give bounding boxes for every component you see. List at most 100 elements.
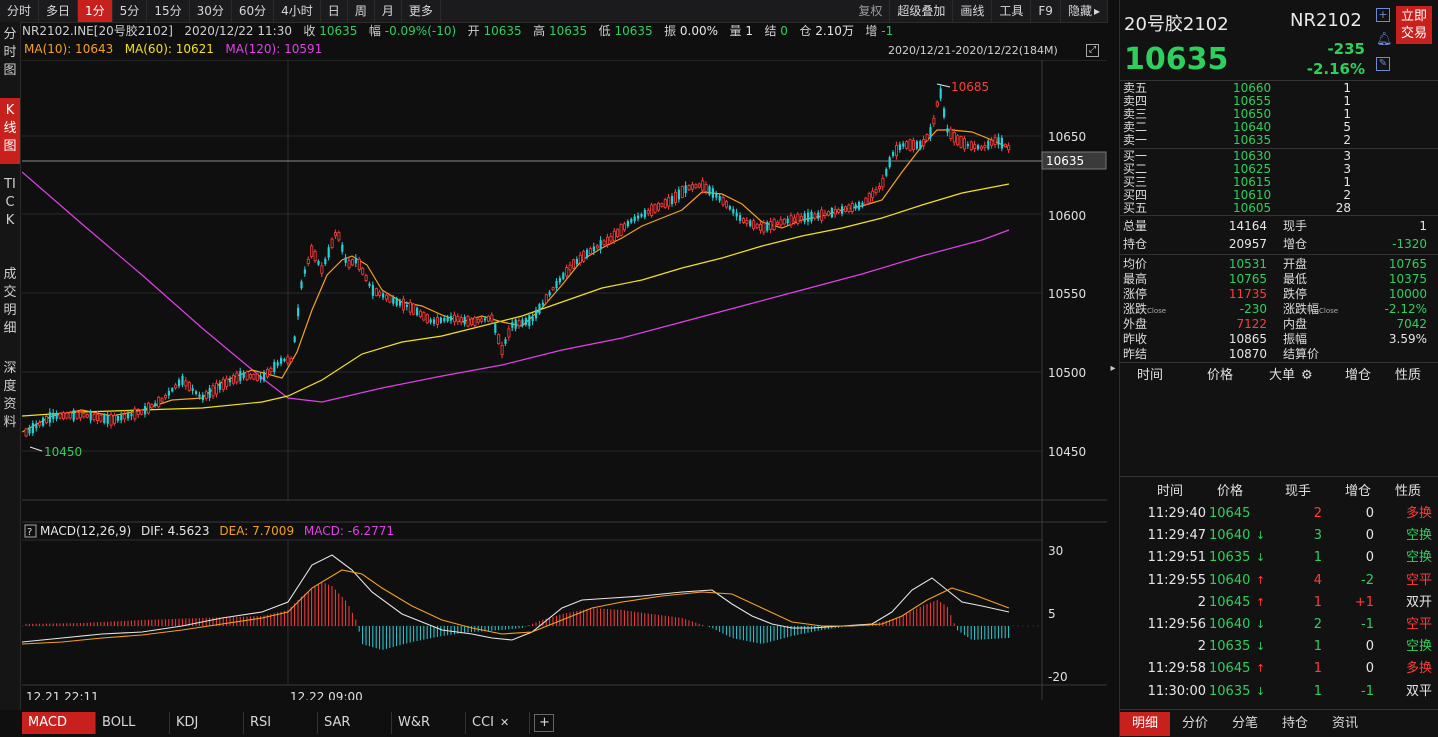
bid-row[interactable]: 买四 10610 2	[1123, 188, 1351, 202]
period-toolbar: 分时 多日 1分 5分 15分 30分 60分 4小时 日 周 月 更多 复权 …	[0, 0, 1108, 23]
period-tab-5min[interactable]: 5分	[113, 0, 148, 22]
nav-tick[interactable]: TICK	[4, 177, 16, 228]
macd-axis: 30 5 -20	[1048, 544, 1068, 684]
add-watch-icon[interactable]: +	[1376, 8, 1390, 22]
f9-button[interactable]: F9	[1031, 0, 1061, 22]
close-icon[interactable]: ✕	[500, 716, 510, 729]
add-indicator-icon[interactable]: +	[534, 714, 554, 732]
period-tab-more[interactable]: 更多	[402, 0, 441, 22]
bid-row[interactable]: 买三 10615 1	[1123, 175, 1351, 189]
candle-body	[127, 413, 130, 419]
candle-body	[663, 199, 667, 208]
macd-help-icon[interactable]	[24, 524, 37, 538]
tab-rsi[interactable]: RSI	[244, 712, 318, 734]
last-price: 10635	[1124, 42, 1229, 77]
candle-body	[677, 189, 680, 200]
bar-low: 10635	[614, 24, 653, 38]
bar-oi-change: -1	[881, 24, 894, 38]
expand-icon[interactable]: ⤢	[1086, 44, 1099, 57]
edit-icon[interactable]: ✎	[1376, 57, 1390, 71]
bid-row[interactable]: 买二 10625 3	[1123, 162, 1351, 176]
collapse-panel-icon[interactable]: ▸	[1110, 363, 1116, 374]
candle-body	[191, 388, 194, 391]
high-mark: 10685	[936, 80, 989, 94]
tab-macd[interactable]: MACD	[22, 712, 96, 734]
candle-body	[674, 191, 678, 203]
ma10-line	[22, 129, 1010, 433]
period-tab-multiday[interactable]: 多日	[39, 0, 79, 22]
overlay-button[interactable]: 超级叠加	[890, 0, 954, 22]
tab-sar[interactable]: SAR	[318, 712, 392, 734]
candle-body	[303, 269, 306, 274]
candle-body	[486, 315, 490, 322]
tab-tick-by-tick[interactable]: 分笔	[1232, 716, 1259, 731]
period-tab-60min[interactable]: 60分	[232, 0, 275, 22]
tab-detail[interactable]: 明细	[1120, 712, 1170, 736]
draw-line-button[interactable]: 画线	[953, 0, 993, 22]
candle-body	[273, 361, 276, 373]
candle-body	[214, 382, 218, 395]
candle-body	[357, 258, 361, 270]
settings-gear-icon[interactable]: ⚙	[1301, 368, 1313, 383]
ask-row[interactable]: 卖五 10660 1	[1123, 81, 1351, 95]
tab-price-dist[interactable]: 分价	[1182, 716, 1209, 731]
candle-body	[691, 184, 695, 190]
candle-body	[959, 136, 963, 148]
candle-body	[24, 428, 28, 437]
tab-position[interactable]: 持仓	[1282, 716, 1309, 731]
hide-button[interactable]: 隐藏 ▸	[1061, 0, 1108, 22]
tab-kdj[interactable]: KDJ	[170, 712, 244, 734]
tools-button[interactable]: 工具	[992, 0, 1032, 22]
period-tab-15min[interactable]: 15分	[147, 0, 190, 22]
ask-row[interactable]: 卖二 10640 5	[1123, 120, 1351, 134]
tab-boll[interactable]: BOLL	[96, 712, 170, 734]
candle-body	[443, 317, 446, 322]
period-tab-month[interactable]: 月	[375, 0, 402, 22]
candle-body	[133, 408, 137, 420]
tab-wr[interactable]: W&R	[392, 712, 466, 734]
candle-body	[341, 244, 344, 252]
candle-body	[82, 413, 86, 418]
period-tab-day[interactable]: 日	[321, 0, 348, 22]
nav-depth-data[interactable]: 深度资料	[3, 361, 17, 430]
trade-now-button[interactable]: 立即交易	[1396, 6, 1432, 44]
big-order-header: 时间 价格 大单 ⚙ 增仓 性质	[1137, 368, 1422, 383]
nav-trade-detail[interactable]: 成交明细	[3, 267, 17, 336]
tick-header: 时间 价格 现手 增仓 性质	[1157, 484, 1422, 499]
candle-body	[92, 414, 96, 420]
bar-open: 10635	[483, 24, 522, 38]
adjust-button[interactable]: 复权	[851, 0, 891, 22]
candle-body	[405, 304, 408, 307]
bid-row[interactable]: 买五 10605 28	[1123, 201, 1351, 215]
tab-news[interactable]: 资讯	[1332, 716, 1359, 731]
candle-body	[943, 108, 946, 118]
period-tab-4hour[interactable]: 4小时	[274, 0, 321, 22]
period-tab-fenshi[interactable]: 分时	[0, 0, 40, 22]
nav-kline[interactable]: K线图	[0, 98, 20, 164]
candle-body	[490, 314, 494, 322]
tick-row: 11:29:58 10645 ↑ 1 0 多换	[1147, 661, 1432, 677]
stat-row: 昨收 10865 振幅 3.59%	[1123, 332, 1427, 346]
candle-body	[62, 412, 66, 420]
kline-chart[interactable]: 10650 10600 10550 10500 10450 10635 1068…	[22, 60, 1107, 700]
time-axis: 12.21 22:11 12.22 09:00	[26, 690, 363, 700]
candle-body	[154, 402, 157, 406]
candle-body	[504, 339, 507, 344]
price-tick-10500: 10500	[1048, 366, 1086, 380]
candle-body	[1003, 143, 1007, 148]
candle-body	[762, 222, 766, 233]
candle-body	[742, 218, 746, 223]
alert-bell-icon[interactable]: 🔔︎	[1376, 32, 1393, 47]
ask-row[interactable]: 卖一 10635 2	[1123, 133, 1351, 147]
nav-timeshare[interactable]: 分时图	[3, 27, 17, 78]
candlestick-series	[24, 85, 1011, 438]
ask-row[interactable]: 卖四 10655 1	[1123, 94, 1351, 108]
period-tab-30min[interactable]: 30分	[190, 0, 232, 22]
bid-row[interactable]: 买一 10630 3	[1123, 149, 1351, 163]
ask-row[interactable]: 卖三 10650 1	[1123, 107, 1351, 121]
period-tab-1min[interactable]: 1分	[78, 0, 113, 22]
candle-body	[195, 391, 198, 394]
quote-panel: 20号胶2102 NR2102 + 🔔︎ ✎ 立即交易 10635 -235 -…	[1119, 0, 1438, 737]
period-tab-week[interactable]: 周	[348, 0, 375, 22]
tab-cci[interactable]: CCI ✕	[466, 712, 530, 734]
